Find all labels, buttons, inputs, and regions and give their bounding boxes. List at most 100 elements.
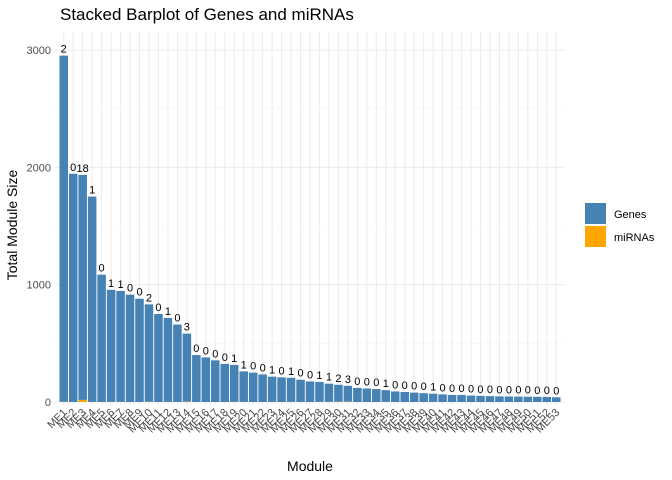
data-label-ME45: 0 bbox=[477, 384, 483, 396]
data-label-ME19: 1 bbox=[231, 353, 237, 365]
data-label-ME30: 2 bbox=[335, 373, 341, 385]
bar-genes-ME22 bbox=[258, 374, 267, 402]
data-label-ME40: 1 bbox=[430, 382, 436, 394]
data-label-ME31: 3 bbox=[345, 374, 351, 386]
data-label-ME16: 0 bbox=[203, 345, 209, 357]
data-label-ME48: 0 bbox=[506, 384, 512, 396]
data-label-ME33: 0 bbox=[364, 377, 370, 389]
bar-genes-ME16 bbox=[201, 357, 211, 402]
data-label-ME49: 0 bbox=[515, 385, 521, 397]
data-label-ME41: 0 bbox=[440, 382, 446, 394]
bar-genes-ME7 bbox=[116, 291, 125, 402]
bar-genes-ME39 bbox=[419, 393, 428, 402]
data-label-ME11: 0 bbox=[155, 302, 161, 314]
bar-genes-ME15 bbox=[192, 355, 201, 402]
bar-genes-ME8 bbox=[125, 294, 135, 402]
legend: Genes miRNAs bbox=[585, 203, 655, 247]
data-label-ME10: 2 bbox=[146, 292, 152, 304]
data-label-ME1: 2 bbox=[61, 44, 67, 56]
bar-genes-ME24 bbox=[277, 377, 286, 402]
data-label-ME2: 0 bbox=[70, 162, 76, 174]
bar-genes-ME37 bbox=[400, 392, 409, 402]
data-label-ME29: 1 bbox=[326, 372, 332, 384]
bar-genes-ME49 bbox=[514, 396, 523, 402]
data-label-ME9: 0 bbox=[136, 287, 142, 299]
data-label-ME15: 0 bbox=[193, 343, 199, 355]
x-axis-title: Module bbox=[287, 458, 333, 474]
bar-genes-ME33 bbox=[362, 388, 372, 402]
data-label-ME7: 1 bbox=[118, 279, 124, 291]
bar-genes-ME48 bbox=[504, 396, 514, 402]
data-label-ME47: 0 bbox=[496, 384, 502, 396]
data-label-ME43: 0 bbox=[458, 383, 464, 395]
bar-genes-ME45 bbox=[476, 395, 485, 402]
bar-genes-ME5 bbox=[97, 274, 106, 402]
bar-genes-ME19 bbox=[229, 364, 239, 402]
data-label-ME37: 0 bbox=[402, 380, 408, 392]
bar-genes-ME52 bbox=[542, 396, 552, 402]
bar-genes-ME20 bbox=[239, 371, 248, 402]
data-label-ME32: 0 bbox=[354, 376, 360, 388]
bar-genes-ME14 bbox=[182, 333, 192, 402]
data-label-ME46: 0 bbox=[487, 384, 493, 396]
bar-genes-ME30 bbox=[334, 384, 343, 402]
data-label-ME6: 1 bbox=[108, 278, 114, 290]
data-label-ME14: 3 bbox=[184, 322, 190, 334]
data-label-ME4: 1 bbox=[89, 185, 95, 197]
data-label-ME44: 0 bbox=[468, 384, 474, 396]
legend-label-mirnas: miRNAs bbox=[614, 232, 655, 244]
data-label-ME13: 0 bbox=[174, 313, 180, 325]
y-axis-title: Total Module Size bbox=[4, 170, 20, 281]
data-label-ME5: 0 bbox=[99, 263, 105, 275]
y-tick-label: 0 bbox=[45, 397, 51, 409]
data-label-ME21: 0 bbox=[250, 361, 256, 373]
bar-genes-ME34 bbox=[372, 389, 381, 402]
bar-genes-ME17 bbox=[211, 360, 220, 402]
bar-genes-ME38 bbox=[409, 392, 419, 402]
bar-genes-ME12 bbox=[163, 317, 173, 402]
bar-genes-ME31 bbox=[343, 385, 353, 402]
data-label-ME8: 0 bbox=[127, 283, 133, 295]
data-label-ME24: 0 bbox=[279, 365, 285, 377]
data-label-ME27: 0 bbox=[307, 369, 313, 381]
bar-genes-ME25 bbox=[286, 377, 296, 402]
data-label-ME36: 0 bbox=[392, 379, 398, 391]
data-label-ME35: 1 bbox=[383, 378, 389, 390]
bar-genes-ME46 bbox=[485, 396, 495, 402]
bar-genes-ME18 bbox=[220, 363, 230, 402]
bar-genes-ME1 bbox=[59, 55, 68, 402]
data-label-ME25: 1 bbox=[288, 366, 294, 378]
data-label-ME17: 0 bbox=[212, 348, 218, 360]
data-label-ME12: 1 bbox=[165, 306, 171, 318]
bar-genes-ME53 bbox=[552, 397, 561, 402]
y-tick-label: 3000 bbox=[27, 45, 51, 57]
bar-genes-ME51 bbox=[533, 396, 542, 402]
chart-title: Stacked Barplot of Genes and miRNAs bbox=[60, 5, 354, 24]
bar-genes-ME27 bbox=[305, 381, 315, 402]
bar-genes-ME36 bbox=[390, 391, 400, 402]
data-label-ME39: 0 bbox=[421, 381, 427, 393]
bar-genes-ME47 bbox=[495, 396, 504, 402]
data-label-ME22: 0 bbox=[260, 362, 266, 374]
bar-genes-ME42 bbox=[447, 394, 457, 402]
data-label-ME42: 0 bbox=[449, 383, 455, 395]
data-label-ME50: 0 bbox=[525, 385, 531, 397]
bar-mirnas-ME3 bbox=[78, 399, 87, 402]
bar-genes-ME4 bbox=[87, 196, 97, 402]
bar-genes-ME35 bbox=[381, 390, 391, 402]
bars-layer bbox=[59, 55, 561, 402]
legend-swatch-mirnas bbox=[585, 226, 606, 247]
data-label-ME26: 0 bbox=[297, 368, 303, 380]
bar-genes-ME3 bbox=[78, 174, 87, 400]
data-label-ME52: 0 bbox=[544, 385, 550, 397]
data-label-ME20: 1 bbox=[241, 359, 247, 371]
legend-swatch-genes bbox=[585, 203, 606, 224]
data-label-ME38: 0 bbox=[411, 381, 417, 393]
bar-genes-ME32 bbox=[353, 387, 362, 402]
y-axis-ticks: 0 1000 2000 3000 bbox=[27, 45, 51, 409]
data-label-ME28: 1 bbox=[316, 370, 322, 382]
data-label-ME18: 0 bbox=[222, 352, 228, 364]
data-label-ME3: 18 bbox=[77, 163, 89, 175]
